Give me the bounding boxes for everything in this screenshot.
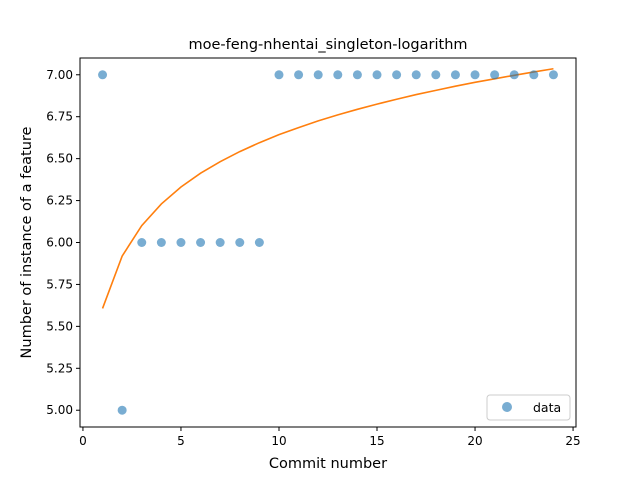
x-tick-label: 0	[79, 434, 87, 448]
x-tick-label: 5	[177, 434, 185, 448]
data-point	[372, 70, 382, 80]
data-point	[529, 70, 539, 80]
y-tick-label: 5.00	[46, 403, 73, 417]
data-point	[431, 70, 441, 80]
y-tick-label: 5.50	[46, 319, 73, 333]
legend-label-data: data	[533, 400, 561, 415]
data-point	[156, 238, 166, 247]
data-point	[490, 70, 500, 80]
data-point	[117, 405, 127, 415]
y-tick-label: 6.75	[46, 110, 73, 124]
data-point	[176, 238, 186, 247]
data-point	[137, 238, 147, 247]
fit-line	[101, 67, 554, 309]
data-point	[509, 70, 519, 80]
data-point	[470, 70, 480, 80]
data-point	[411, 70, 421, 80]
data-point	[313, 70, 323, 80]
data-point	[450, 70, 460, 80]
data-point	[352, 70, 362, 80]
data-point	[196, 238, 206, 247]
y-tick-label: 6.25	[46, 194, 73, 208]
y-tick-label: 5.75	[46, 277, 73, 291]
data-point	[98, 70, 108, 80]
data-point	[235, 238, 245, 247]
fit-line-layer	[101, 67, 554, 309]
x-axis-label: Commit number	[269, 456, 387, 472]
x-axis: 0 5 10 15 20 25	[79, 427, 581, 448]
y-tick-label: 6.00	[46, 236, 73, 250]
data-point	[333, 70, 343, 80]
data-point	[548, 70, 558, 80]
data-point	[215, 238, 225, 247]
legend-box	[486, 394, 571, 421]
data-point	[254, 238, 264, 247]
data-point	[392, 70, 402, 80]
x-tick-label: 20	[467, 434, 482, 448]
x-tick-label: 25	[565, 434, 580, 448]
data-point	[274, 70, 284, 80]
x-tick-label: 15	[369, 434, 384, 448]
y-tick-label: 7.00	[46, 68, 73, 82]
data-point	[294, 70, 304, 80]
y-axis-label: Number of instance of a feature	[19, 126, 35, 358]
y-tick-label: 5.25	[46, 361, 73, 375]
chart-title: moe-feng-nhentai_singleton-logarithm	[188, 37, 467, 53]
legend: data	[486, 394, 571, 421]
x-tick-label: 10	[271, 434, 286, 448]
y-tick-label: 6.50	[46, 152, 73, 166]
legend-marker-data	[502, 402, 512, 412]
data-points-layer	[98, 70, 558, 415]
y-axis: 5.00 5.25 5.50 5.75 6.00 6.25 6.50 6.75 7.00	[46, 68, 80, 417]
